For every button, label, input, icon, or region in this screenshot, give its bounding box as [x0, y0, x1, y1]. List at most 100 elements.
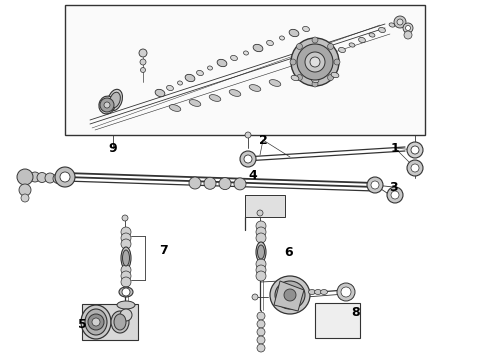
Circle shape	[256, 265, 266, 275]
Circle shape	[296, 75, 302, 81]
Circle shape	[60, 172, 70, 182]
Circle shape	[219, 177, 231, 190]
Ellipse shape	[379, 27, 386, 33]
Circle shape	[397, 19, 403, 25]
Ellipse shape	[119, 287, 133, 297]
Circle shape	[121, 233, 131, 243]
Circle shape	[305, 52, 325, 72]
Circle shape	[341, 287, 351, 297]
Circle shape	[284, 289, 296, 301]
Text: 9: 9	[109, 141, 117, 154]
Circle shape	[406, 26, 411, 31]
Bar	[65, 5, 425, 135]
Circle shape	[55, 167, 75, 187]
Circle shape	[257, 344, 265, 352]
Circle shape	[21, 194, 29, 202]
Circle shape	[297, 44, 333, 80]
Circle shape	[121, 271, 131, 281]
Ellipse shape	[196, 71, 203, 76]
Text: 8: 8	[352, 306, 360, 320]
Circle shape	[257, 210, 263, 216]
Circle shape	[257, 328, 265, 336]
Ellipse shape	[229, 90, 241, 96]
Circle shape	[256, 221, 266, 231]
Ellipse shape	[258, 245, 265, 259]
Circle shape	[407, 142, 423, 158]
Ellipse shape	[267, 40, 273, 46]
Ellipse shape	[208, 66, 213, 70]
Circle shape	[122, 288, 130, 296]
Circle shape	[256, 259, 266, 269]
Ellipse shape	[167, 85, 173, 91]
Circle shape	[121, 227, 131, 237]
Text: 6: 6	[285, 246, 294, 258]
Circle shape	[256, 271, 266, 281]
Circle shape	[120, 309, 132, 321]
Ellipse shape	[231, 55, 238, 60]
Ellipse shape	[177, 81, 182, 85]
Circle shape	[92, 318, 100, 326]
Circle shape	[257, 320, 265, 328]
Circle shape	[30, 172, 40, 182]
Circle shape	[291, 38, 339, 86]
Ellipse shape	[349, 43, 355, 47]
Circle shape	[17, 169, 33, 185]
Ellipse shape	[269, 80, 281, 86]
Circle shape	[367, 177, 383, 193]
Circle shape	[121, 277, 131, 287]
Ellipse shape	[275, 281, 305, 309]
Circle shape	[411, 146, 419, 154]
Circle shape	[371, 181, 379, 189]
Ellipse shape	[155, 89, 165, 97]
Polygon shape	[274, 281, 304, 311]
Ellipse shape	[121, 247, 131, 269]
Circle shape	[141, 68, 146, 72]
Circle shape	[391, 191, 399, 199]
Bar	[82, 304, 138, 340]
Circle shape	[122, 215, 128, 221]
Ellipse shape	[110, 92, 121, 108]
Ellipse shape	[114, 314, 126, 330]
Circle shape	[37, 172, 47, 183]
Circle shape	[53, 174, 63, 184]
Circle shape	[327, 75, 334, 81]
Circle shape	[312, 37, 318, 43]
Ellipse shape	[81, 305, 111, 339]
Circle shape	[19, 184, 31, 196]
Ellipse shape	[107, 89, 122, 111]
Circle shape	[252, 294, 258, 300]
Circle shape	[45, 173, 55, 183]
Ellipse shape	[253, 44, 263, 52]
Text: 7: 7	[159, 243, 168, 257]
Ellipse shape	[249, 85, 261, 91]
Ellipse shape	[209, 95, 221, 102]
Circle shape	[121, 239, 131, 249]
Ellipse shape	[85, 309, 107, 335]
Circle shape	[337, 283, 355, 301]
Circle shape	[334, 59, 340, 65]
Circle shape	[244, 155, 252, 163]
Circle shape	[411, 164, 419, 172]
Circle shape	[407, 160, 423, 176]
Circle shape	[256, 233, 266, 243]
Ellipse shape	[217, 59, 227, 67]
Text: 4: 4	[248, 168, 257, 181]
Ellipse shape	[169, 105, 181, 111]
Ellipse shape	[189, 100, 201, 107]
Ellipse shape	[99, 96, 115, 114]
Circle shape	[256, 227, 266, 237]
Ellipse shape	[291, 75, 299, 81]
Circle shape	[387, 187, 403, 203]
Circle shape	[257, 312, 265, 320]
Text: 3: 3	[389, 180, 397, 194]
Circle shape	[257, 336, 265, 344]
Circle shape	[245, 132, 251, 138]
Text: 1: 1	[391, 141, 399, 154]
Circle shape	[404, 31, 412, 39]
Ellipse shape	[311, 77, 319, 83]
Circle shape	[100, 98, 114, 112]
Circle shape	[310, 57, 320, 67]
Ellipse shape	[315, 289, 321, 294]
Ellipse shape	[339, 48, 345, 53]
Circle shape	[327, 44, 334, 49]
